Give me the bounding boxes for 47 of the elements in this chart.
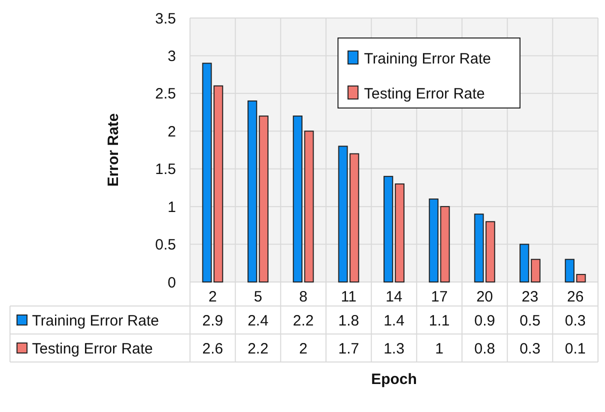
data-label: 1.4 (384, 312, 404, 330)
x-tick-label: 8 (299, 288, 308, 306)
data-label: 0.9 (474, 312, 496, 330)
y-tick-label: 3 (168, 48, 176, 65)
y-tick-label: 1.5 (155, 161, 176, 178)
y-tick-label: 3.5 (155, 10, 176, 28)
bar (248, 100, 258, 282)
data-label: 2.2 (248, 340, 268, 358)
data-label: 1.8 (338, 312, 360, 330)
data-label: 1.1 (428, 312, 450, 330)
bar (530, 258, 540, 282)
y-tick-label: 0.5 (155, 236, 176, 254)
x-tick-label: 5 (254, 288, 262, 306)
bar (384, 176, 394, 282)
data-label: 2.6 (202, 340, 224, 358)
x-tick-label: 2 (208, 288, 217, 306)
bar (520, 244, 530, 282)
data-label: 0.3 (520, 340, 540, 358)
x-axis-title: Epoch (371, 371, 417, 388)
y-tick-label: 0 (168, 274, 176, 292)
text: Testing Error Rate (32, 340, 153, 358)
x-tick-label: 20 (476, 288, 494, 306)
y-tick-label: 2.5 (155, 86, 176, 103)
data-label: 0.1 (564, 340, 586, 358)
x-tick-label: 14 (386, 288, 402, 306)
data-label: 0.3 (564, 312, 586, 330)
data-label: 1.3 (384, 340, 404, 358)
data-label: 1 (435, 340, 444, 358)
y-axis-title: Error Rate (105, 113, 122, 187)
data-label: 2.4 (248, 312, 268, 330)
bar (394, 183, 404, 282)
y-tick-label: 1 (168, 198, 176, 216)
legend-label: Training Error Rate (364, 50, 491, 68)
x-tick-label: 17 (430, 288, 448, 306)
legend-label: Testing Error Rate (364, 85, 485, 102)
y-tick-label: 2 (168, 123, 176, 140)
text: Training Error Rate (32, 312, 159, 330)
data-label: 1.7 (338, 340, 360, 358)
data-label: 0.8 (474, 340, 496, 358)
data-label: 2.9 (202, 312, 224, 330)
bar (258, 116, 268, 282)
data-label: 2.2 (292, 312, 314, 330)
data-label: 2 (299, 340, 308, 358)
x-tick-label: 26 (566, 288, 584, 306)
data-label: 0.5 (520, 312, 540, 330)
x-tick-label: 11 (340, 288, 356, 306)
x-tick-label: 23 (522, 288, 538, 306)
